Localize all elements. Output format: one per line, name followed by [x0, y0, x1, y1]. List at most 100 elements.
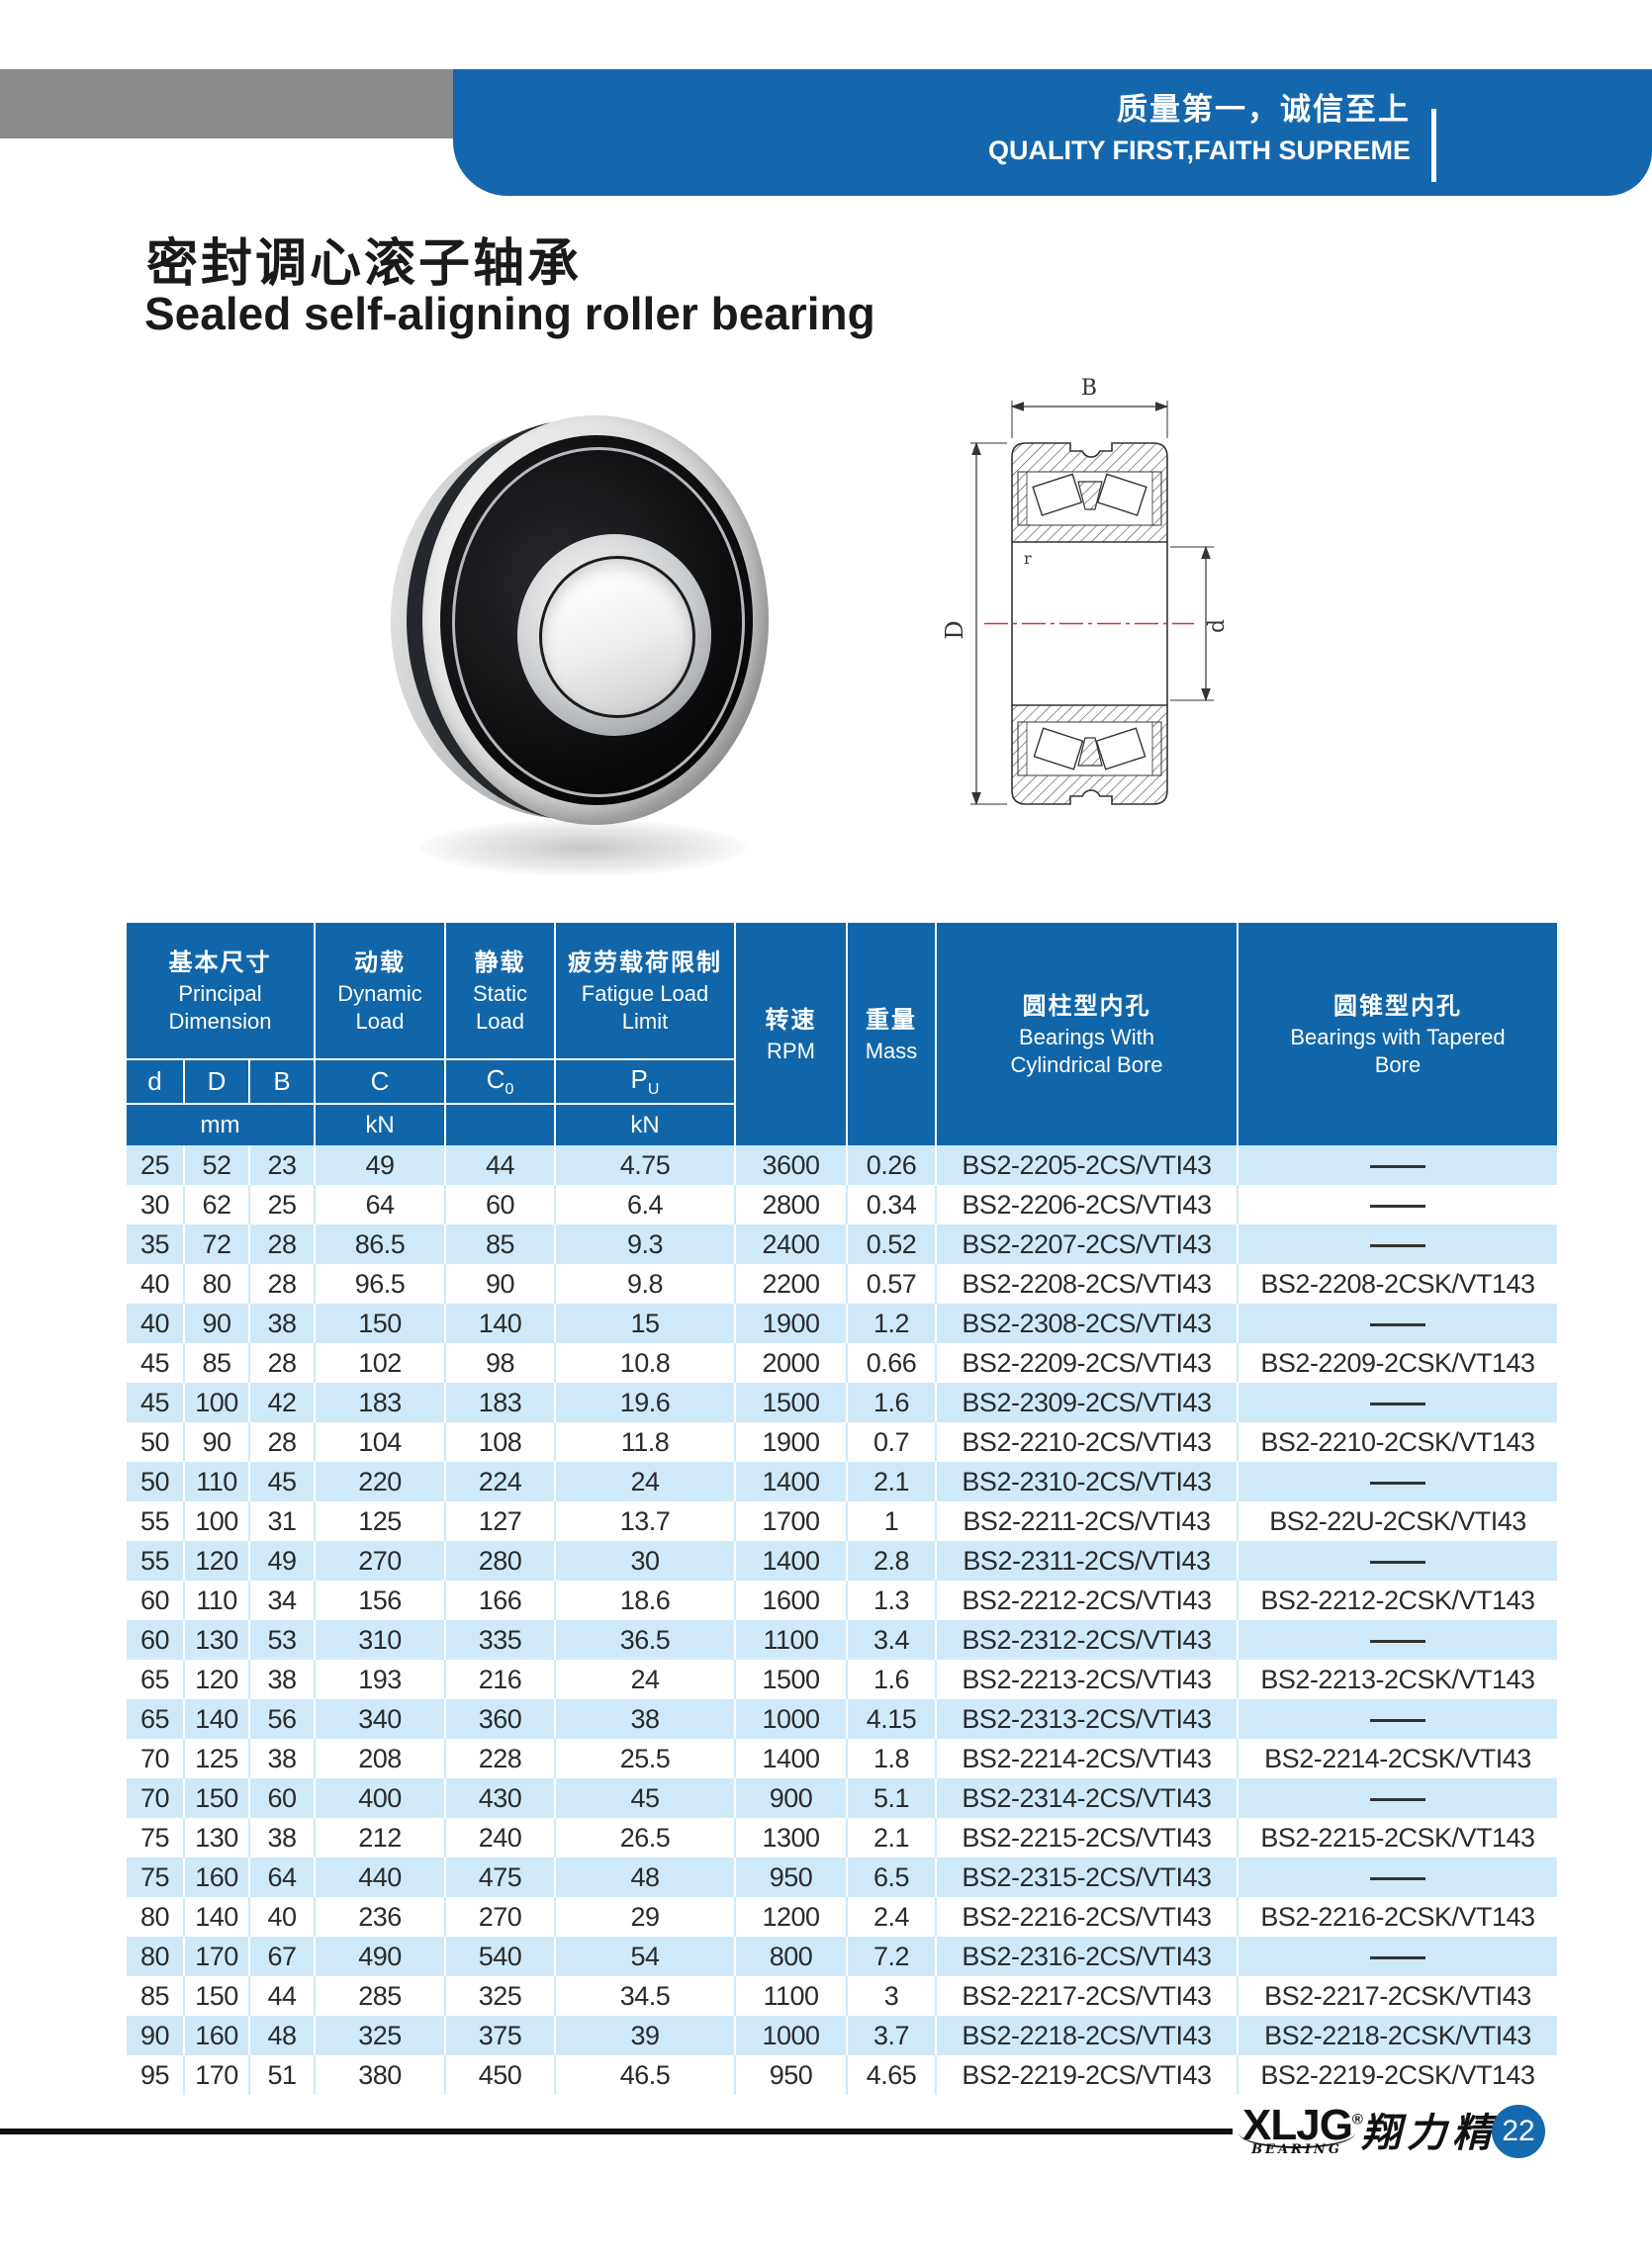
- table-row: 40 90 38 150 140 15 1900 1.2 BS2-2308-2CS/VTI43: [127, 1304, 1557, 1343]
- table-row: 65 140 56 340 360 38 1000 4.15 BS2-2313-2CS/VTI4…: [127, 1699, 1557, 1739]
- cell-dynamic-load-C: 86.5: [314, 1224, 445, 1264]
- cell-width-B: 45: [248, 1462, 315, 1501]
- cell-d: 55: [139, 1505, 170, 1536]
- cell-d: 65: [139, 1664, 170, 1694]
- header-static-load: 静载 Static Load: [444, 923, 556, 1060]
- cell-static-load-C0: 475: [444, 1858, 555, 1897]
- cell-d: 90: [139, 2020, 170, 2050]
- cell-dynamic-load-C: 96.5: [314, 1264, 445, 1304]
- subheader-B: B: [248, 1058, 316, 1105]
- cell-rpm: 1500: [734, 1660, 847, 1699]
- cell-width-B: 51: [248, 2055, 315, 2095]
- cell-static-load-C0: 375: [444, 2016, 555, 2055]
- cell-d: 55: [139, 1545, 170, 1576]
- cell-mass: 4.65: [846, 2055, 936, 2095]
- cell-width-B: 60: [248, 1778, 315, 1818]
- cell-mass: 1.6: [846, 1660, 936, 1699]
- cell-mass: 0.57: [846, 1264, 936, 1304]
- cell-rpm: 1400: [734, 1739, 847, 1778]
- no-designation-dash: [1370, 1560, 1425, 1564]
- cell-mass: 1.2: [846, 1304, 936, 1343]
- cell-mass: 2.1: [846, 1462, 936, 1501]
- cell-rpm: 1700: [734, 1501, 847, 1541]
- cell-mass: 6.5: [846, 1858, 936, 1897]
- slogan-divider: [1431, 109, 1436, 182]
- cell-dynamic-load-C: 270: [314, 1541, 445, 1581]
- bearing-photo: [391, 415, 777, 880]
- cell-mass: 1.8: [846, 1739, 936, 1778]
- cell-d: 50: [139, 1466, 170, 1496]
- cell-rpm: 2400: [734, 1224, 847, 1264]
- cell-mass: 0.34: [846, 1185, 936, 1224]
- cell-tapered-bore-designation: BS2-22U-2CSK/VTI43: [1237, 1501, 1557, 1541]
- cell-mass: 1.6: [846, 1383, 936, 1422]
- cell-tapered-bore-designation: [1237, 1778, 1557, 1818]
- header-principal-dimension: 基本尺寸 Principal Dimension: [127, 923, 316, 1060]
- cell-dynamic-load-C: 212: [314, 1818, 445, 1858]
- no-designation-dash: [1370, 1243, 1425, 1247]
- table-row: 25 52 23 49 44 4.75 3600 0.26 BS2-2205-2CS/VTI43: [127, 1145, 1557, 1185]
- table-row: 60 110 34 156 166 18.6 1600 1.3 BS2-2212-2CS/VTI…: [127, 1581, 1557, 1620]
- spec-table-body: 25 52 23 49 44 4.75 3600 0.26 BS2-2205-2CS/VTI43…: [127, 1145, 1557, 2095]
- cell-rpm: 900: [734, 1778, 847, 1818]
- cell-d: 35: [139, 1228, 170, 1259]
- cell-static-load-C0: 240: [444, 1818, 555, 1858]
- cell-d: 65: [139, 1703, 170, 1734]
- cell-outer-diameter-D: 100: [183, 1501, 249, 1541]
- bearing-reflection: [420, 819, 747, 876]
- cell-tapered-bore-designation: BS2-2208-2CSK/VT143: [1237, 1264, 1557, 1304]
- cell-outer-diameter-D: 62: [183, 1185, 249, 1224]
- cell-mass: 2.4: [846, 1897, 936, 1937]
- bearing-groove-ring: [452, 447, 745, 797]
- cell-rpm: 1600: [734, 1581, 847, 1620]
- cell-static-load-C0: 166: [444, 1581, 555, 1620]
- header-cylindrical-bore: 圆柱型内孔 Bearings With Cylindrical Bore: [935, 923, 1239, 1145]
- cell-fatigue-limit-Pu: 38: [554, 1699, 735, 1739]
- cell-outer-diameter-D: 110: [183, 1581, 249, 1620]
- no-designation-dash: [1370, 1481, 1425, 1485]
- cell-d: 50: [139, 1426, 170, 1457]
- page-title-cn: 密封调心滚子轴承: [146, 235, 583, 293]
- cell-dynamic-load-C: 193: [314, 1660, 445, 1699]
- cell-static-load-C0: 183: [444, 1383, 555, 1422]
- cell-mass: 3.4: [846, 1620, 936, 1660]
- cell-cylindrical-bore-designation: BS2-2219-2CS/VTI43: [935, 2055, 1238, 2095]
- cell-rpm: 950: [734, 2055, 847, 2095]
- cell-dynamic-load-C: 156: [314, 1581, 445, 1620]
- cell-cylindrical-bore-designation: BS2-2316-2CS/VTI43: [935, 1937, 1238, 1976]
- cell-fatigue-limit-Pu: 46.5: [554, 2055, 735, 2095]
- cell-width-B: 38: [248, 1818, 315, 1858]
- cell-dynamic-load-C: 102: [314, 1343, 445, 1383]
- unit-kn-fatigue: kN: [554, 1103, 736, 1145]
- cell-width-B: 67: [248, 1937, 315, 1976]
- table-row: 70 150 60 400 430 45 900 5.1 BS2-2314-2CS/VTI43: [127, 1778, 1557, 1818]
- header-dynamic-load: 动载 Dynamic Load: [314, 923, 446, 1060]
- cell-width-B: 31: [248, 1501, 315, 1541]
- cell-mass: 3.7: [846, 2016, 936, 2055]
- cell-dynamic-load-C: 310: [314, 1620, 445, 1660]
- cell-outer-diameter-D: 160: [183, 1858, 249, 1897]
- table-row: 90 160 48 325 375 39 1000 3.7 BS2-2218-2CS/VTI43…: [127, 2016, 1557, 2055]
- cell-tapered-bore-designation: [1237, 1699, 1557, 1739]
- cell-cylindrical-bore-designation: BS2-2215-2CS/VTI43: [935, 1818, 1238, 1858]
- cell-fatigue-limit-Pu: 13.7: [554, 1501, 735, 1541]
- slogan-cn: 质量第一，诚信至上: [1117, 92, 1411, 127]
- cell-mass: 5.1: [846, 1778, 936, 1818]
- cell-cylindrical-bore-designation: BS2-2206-2CS/VTI43: [935, 1185, 1238, 1224]
- cell-cylindrical-bore-designation: BS2-2315-2CS/VTI43: [935, 1858, 1238, 1897]
- cell-tapered-bore-designation: [1237, 1541, 1557, 1581]
- cell-mass: 7.2: [846, 1937, 936, 1976]
- cell-outer-diameter-D: 85: [183, 1343, 249, 1383]
- cell-fatigue-limit-Pu: 10.8: [554, 1343, 735, 1383]
- cell-fatigue-limit-Pu: 15: [554, 1304, 735, 1343]
- cell-outer-diameter-D: 140: [183, 1699, 249, 1739]
- cell-width-B: 38: [248, 1660, 315, 1699]
- cell-static-load-C0: 108: [444, 1422, 555, 1462]
- no-designation-dash: [1370, 1322, 1425, 1326]
- cell-cylindrical-bore-designation: BS2-2309-2CS/VTI43: [935, 1383, 1238, 1422]
- cell-static-load-C0: 90: [444, 1264, 555, 1304]
- unit-mm: mm: [127, 1103, 316, 1145]
- cell-fatigue-limit-Pu: 30: [554, 1541, 735, 1581]
- cell-static-load-C0: 430: [444, 1778, 555, 1818]
